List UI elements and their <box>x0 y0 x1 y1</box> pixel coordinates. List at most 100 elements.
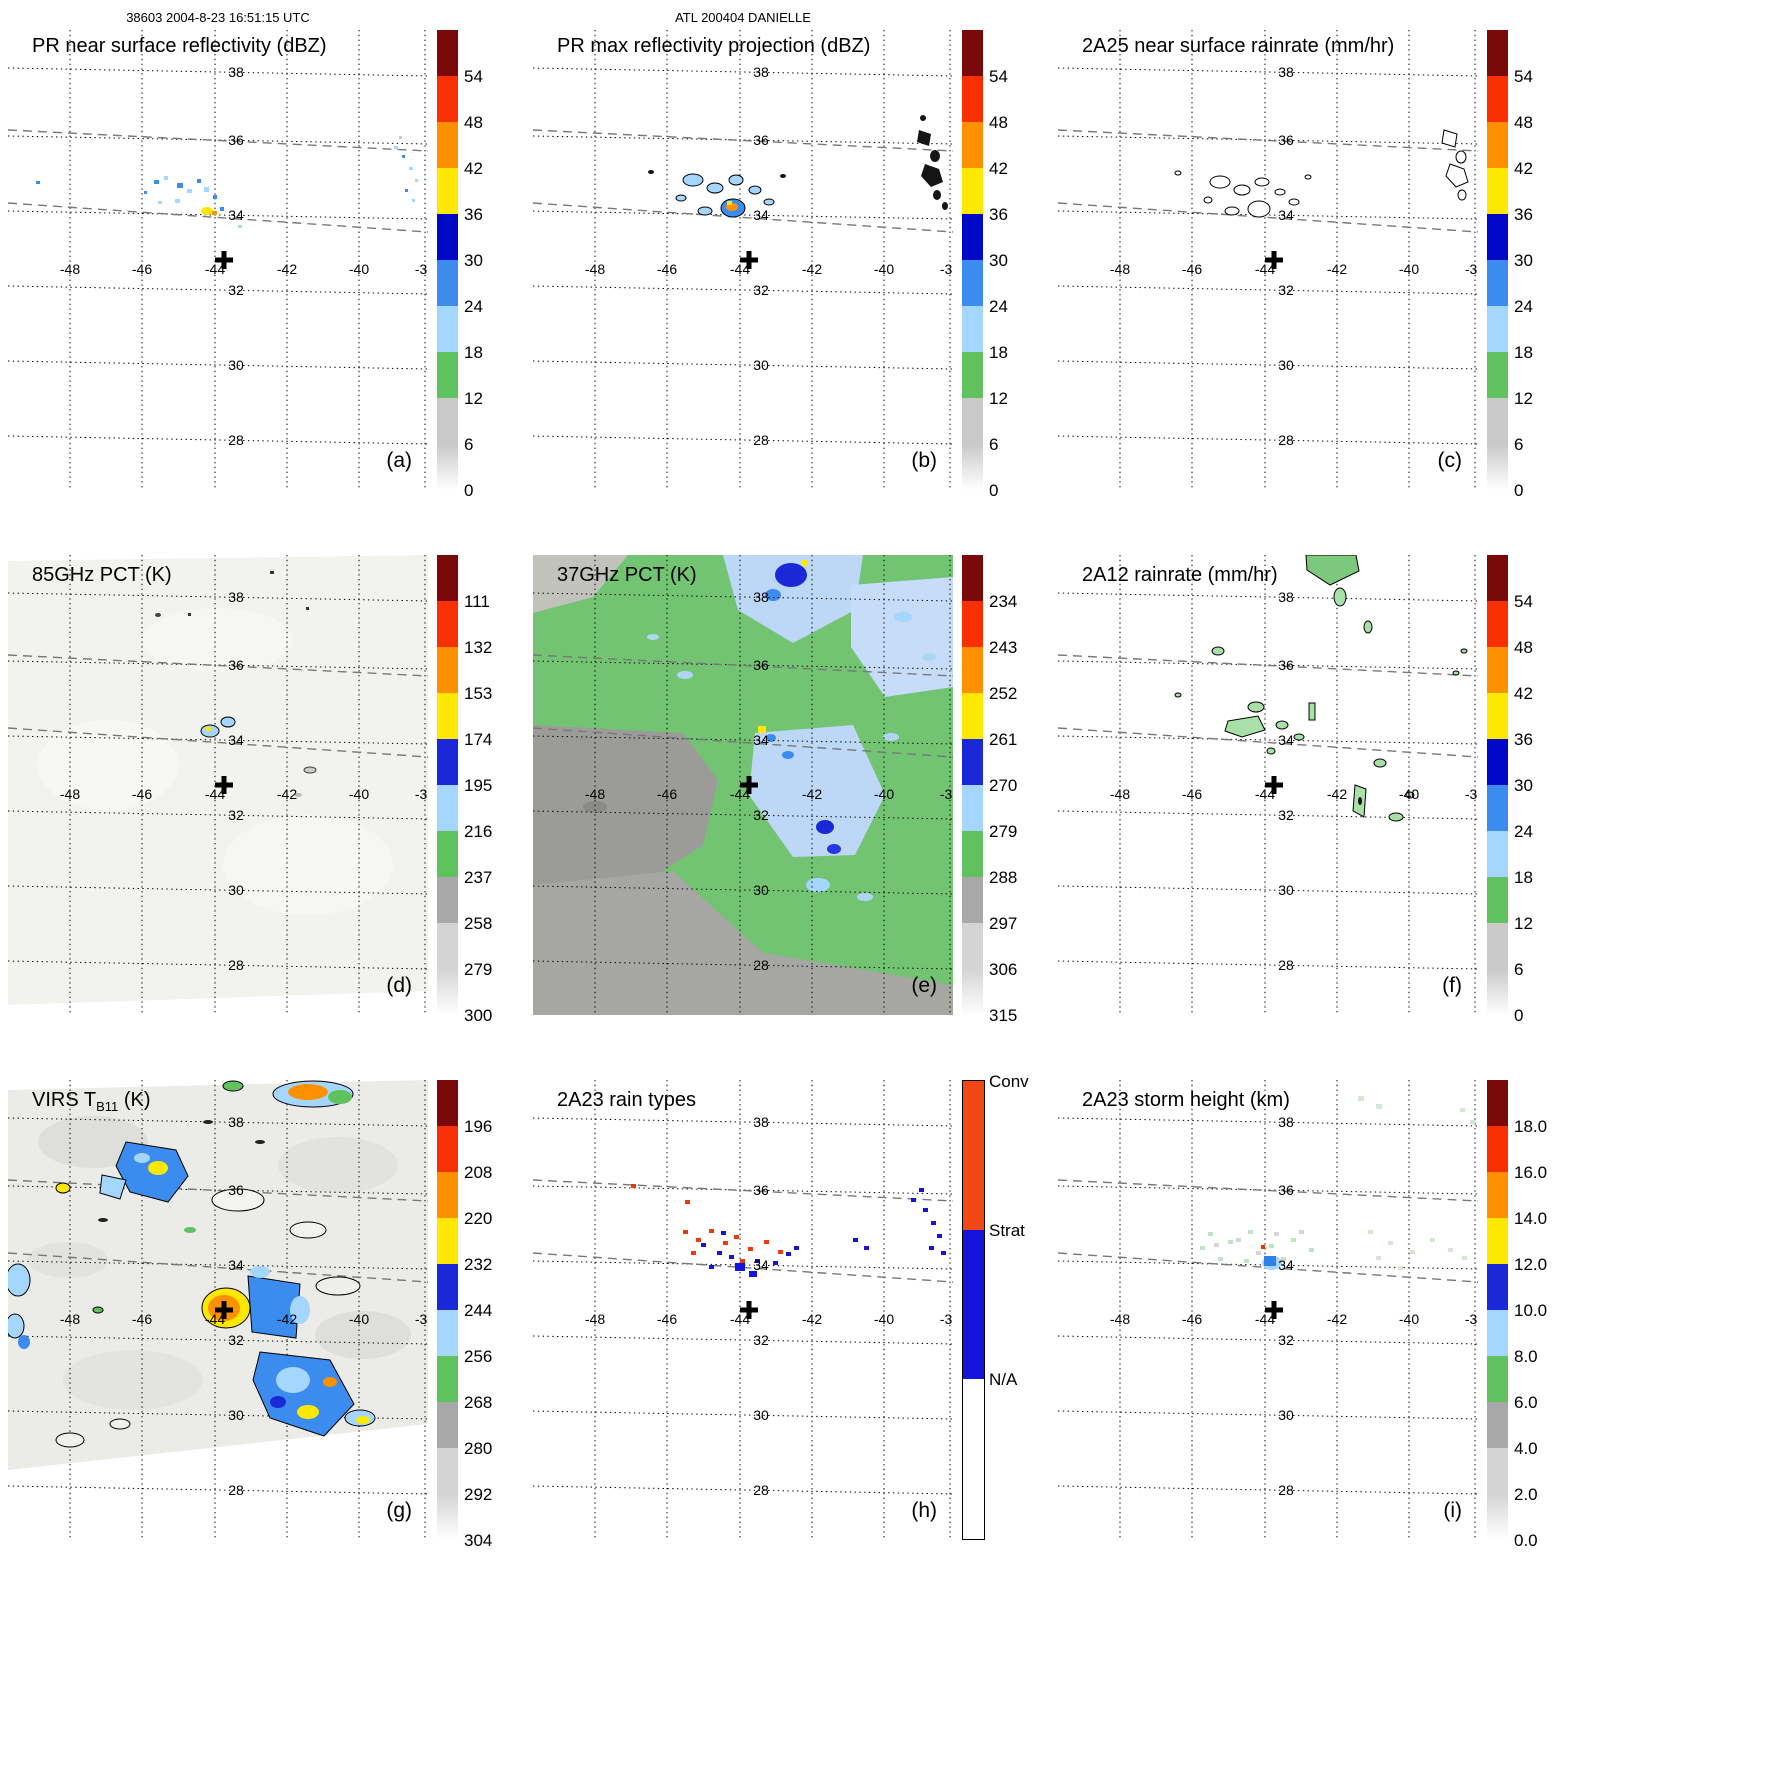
latitude-gridline <box>1058 435 1478 445</box>
colorbar-tick: 234 <box>989 592 1018 611</box>
data-blob <box>931 1221 936 1225</box>
data-blob <box>749 1271 757 1277</box>
data-blob <box>748 185 762 195</box>
data-blob <box>1261 1245 1265 1249</box>
latitude-label: 32 <box>753 1332 769 1348</box>
longitude-label: -38 <box>415 786 428 802</box>
colorbar-segment <box>437 1080 458 1126</box>
data-blob <box>290 1296 310 1324</box>
swath-edge-line <box>533 727 953 758</box>
latitude-label: 28 <box>228 432 244 448</box>
longitude-label: -46 <box>657 786 677 802</box>
panel-d: -48 -46 -44 -42 -40 -38 38 36 34 32 30 28 (d) 85GHz P… <box>8 555 523 1025</box>
colorbar-segment-strat <box>963 1230 984 1379</box>
data-blob <box>697 206 713 216</box>
storm-center-marker <box>1265 251 1283 269</box>
data-blob <box>220 716 236 728</box>
colorbar-tick: 216 <box>464 822 493 841</box>
longitude-label: -38 <box>1465 786 1478 802</box>
panel-title-f: 2A12 rainrate (mm/hr) <box>1082 564 1278 586</box>
data-blob <box>631 1184 636 1188</box>
data-blob <box>412 199 415 202</box>
data-blob <box>289 1221 327 1239</box>
latitude-gridline <box>8 360 428 370</box>
panel-letter-c: (c) <box>1438 449 1463 472</box>
latitude-label: 30 <box>1278 882 1294 898</box>
colorbar-segment <box>1487 1126 1508 1172</box>
data-blob <box>1211 646 1225 656</box>
colorbar-segment <box>437 693 458 739</box>
panel-a: -48 -46 -44 -42 -40 -38 38 36 34 32 30 28 (a) PR near… <box>8 30 523 500</box>
data-blob <box>533 725 718 890</box>
latitude-gridline <box>8 1485 428 1495</box>
data-blob <box>749 725 885 857</box>
title-post: (K) <box>118 1089 150 1111</box>
data-blob <box>303 766 317 774</box>
colorbar-tick: 48 <box>1514 113 1533 132</box>
latitude-label: 36 <box>228 132 244 148</box>
swath-edge-line <box>8 727 428 758</box>
latitude-label: 34 <box>753 732 769 748</box>
data-blob <box>691 1251 696 1255</box>
panel-e: -48 -46 -44 -42 -40 -38 38 36 34 32 30 28 (e) 37GHz P… <box>533 555 1048 1025</box>
data-blob <box>1248 1230 1253 1234</box>
panel-letter-f: (f) <box>1442 974 1462 997</box>
longitude-label: -44 <box>205 786 225 802</box>
data-blob <box>782 751 794 759</box>
data-blob <box>399 136 402 139</box>
colorbar-tick: 244 <box>464 1301 493 1320</box>
latitude-label: 36 <box>1278 657 1294 673</box>
colorbar-tick: 18 <box>1514 343 1533 362</box>
colorbar-tick: 256 <box>464 1347 493 1366</box>
data-blob <box>1256 1251 1261 1255</box>
colorbar-tick: 30 <box>1514 251 1533 270</box>
longitude-label: -48 <box>585 261 605 277</box>
colorbar-tick: 14.0 <box>1514 1209 1548 1228</box>
data-blob <box>917 130 931 146</box>
latitude-label: 38 <box>1278 64 1294 80</box>
colorbar-segment <box>1487 785 1508 831</box>
data-blob <box>155 613 161 617</box>
colorbar-segment <box>962 260 983 306</box>
data-blob <box>864 1246 869 1250</box>
longitude-label: -44 <box>1255 261 1275 277</box>
longitude-label: -44 <box>730 786 750 802</box>
colorbar-segment <box>437 352 458 398</box>
colorbar-tick: 195 <box>464 776 493 795</box>
data-blob <box>252 1351 355 1437</box>
latitude-gridline <box>533 1117 953 1127</box>
orbit-timestamp-header: 38603 2004-8-23 16:51:15 UTC <box>126 10 310 25</box>
data-blob <box>197 179 201 183</box>
longitude-label: -48 <box>585 786 605 802</box>
colorbar-tick: 18 <box>464 343 483 362</box>
data-blob <box>920 115 926 121</box>
data-blob <box>63 1350 203 1410</box>
colorbar-c <box>1487 30 1508 490</box>
colorbar-tick: 252 <box>989 684 1018 703</box>
data-blob <box>701 1243 706 1247</box>
longitude-label: -48 <box>1110 1311 1130 1327</box>
latitude-label: 30 <box>753 1407 769 1423</box>
swath-edge-line <box>1058 1179 1478 1202</box>
data-blob <box>1254 177 1270 187</box>
latitude-label: 34 <box>228 732 244 748</box>
colorbar-segment <box>962 76 983 122</box>
colorbar-tick: 111 <box>464 592 490 611</box>
data-blob <box>1236 1238 1241 1242</box>
latitude-gridline <box>1058 67 1478 77</box>
data-blob <box>786 1252 791 1256</box>
data-blob <box>270 1396 286 1408</box>
latitude-label: 38 <box>228 1114 244 1130</box>
latitude-label: 30 <box>753 882 769 898</box>
storm-center-marker <box>215 1301 233 1319</box>
latitude-label: 36 <box>753 657 769 673</box>
latitude-gridline <box>533 435 953 445</box>
panel-title-c: 2A25 near surface rainrate (mm/hr) <box>1082 35 1394 57</box>
colorbar-tick: 6 <box>1514 435 1524 454</box>
latitude-label: 28 <box>753 957 769 973</box>
colorbar-tick: 243 <box>989 638 1018 657</box>
colorbar-tick: 42 <box>1514 684 1533 703</box>
longitude-label: -38 <box>1465 261 1478 277</box>
colorbar-segment <box>962 785 983 831</box>
longitude-label: -38 <box>940 261 953 277</box>
